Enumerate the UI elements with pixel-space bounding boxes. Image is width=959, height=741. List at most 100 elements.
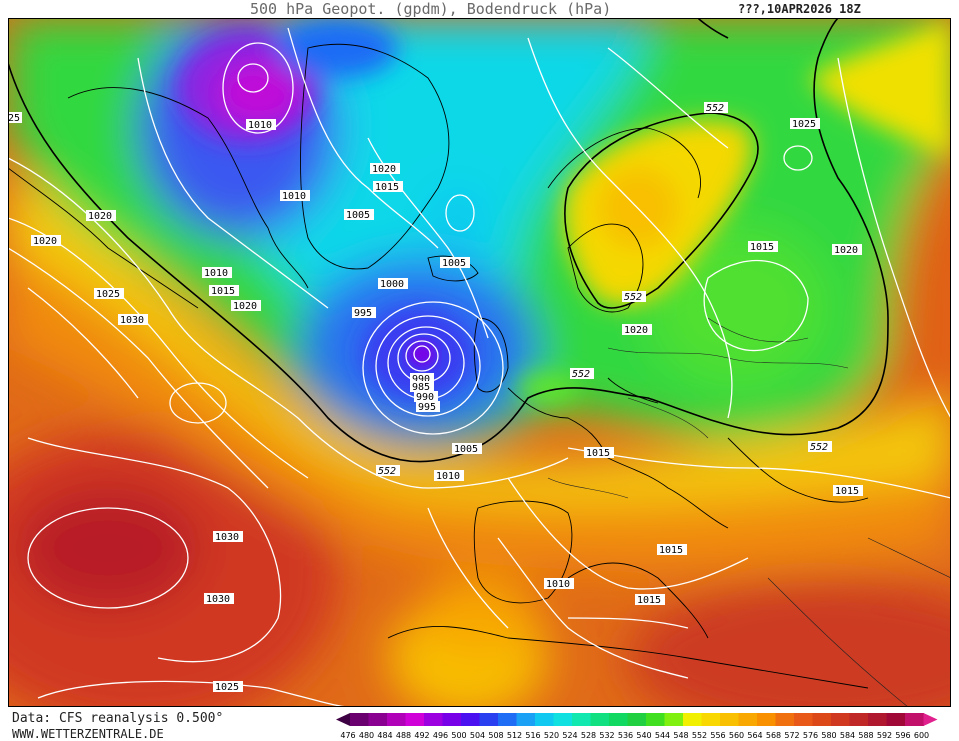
color-scale-tick-label: 600 [914, 731, 929, 740]
color-scale-swatch [627, 713, 647, 726]
isobar-label: 1005 [440, 257, 470, 269]
svg-text:1010: 1010 [546, 579, 570, 590]
isobar-label: 990 [410, 373, 434, 385]
color-scale-swatch [609, 713, 628, 726]
color-scale-labels: 476 480 484 488 492 496 500 504 508 512 516 520 524 5… [340, 731, 929, 740]
color-scale-tick-label: 560 [729, 731, 744, 740]
svg-text:1005: 1005 [442, 258, 466, 269]
color-scale-swatch [646, 713, 665, 726]
color-scale-swatch [664, 713, 684, 726]
isobar-label: 1025 [790, 118, 820, 130]
svg-text:1030: 1030 [215, 532, 239, 543]
svg-text:995: 995 [418, 402, 436, 413]
isobar-label: 1015 [657, 544, 687, 556]
map-frame [8, 18, 951, 707]
isobar-label: 1015 [833, 485, 863, 497]
svg-text:25: 25 [8, 113, 20, 124]
svg-text:1020: 1020 [88, 211, 112, 222]
svg-text:1025: 1025 [96, 289, 120, 300]
svg-text:1020: 1020 [624, 325, 648, 336]
color-scale-swatch [701, 713, 721, 726]
isobar-label: 1010 [202, 267, 232, 279]
color-scale-swatch [461, 713, 480, 726]
svg-text:1015: 1015 [375, 182, 399, 193]
svg-text:1030: 1030 [120, 315, 144, 326]
color-scale-min-arrow [336, 713, 350, 726]
color-scale-tick-label: 572 [784, 731, 799, 740]
color-scale-swatch [905, 713, 924, 726]
color-scale-tick-label: 500 [451, 731, 466, 740]
color-scale-tick-label: 596 [895, 731, 910, 740]
color-scale-tick-label: 544 [655, 731, 670, 740]
isobar-label: 990 [414, 391, 438, 403]
low-center [408, 342, 436, 366]
svg-text:552: 552 [810, 442, 828, 453]
svg-text:1025: 1025 [792, 119, 816, 130]
svg-text:1015: 1015 [637, 595, 661, 606]
color-scale-swatch [368, 713, 388, 726]
contour-552-labels: 552 552 552 552 552 [376, 102, 832, 477]
country-borders [547, 317, 951, 707]
color-scale-tick-label: 532 [599, 731, 614, 740]
svg-text:1030: 1030 [206, 594, 230, 605]
isobar-label: 1020 [622, 324, 652, 336]
isobar-labels: 25 1010 1020 1015 1010 1005 1020 1020 10… [8, 112, 863, 693]
color-scale-swatch [849, 713, 869, 726]
svg-text:552: 552 [572, 369, 590, 380]
isobar-label: 1015 [635, 594, 665, 606]
isobar-label: 1020 [231, 300, 261, 312]
color-scale-swatch [479, 713, 499, 726]
color-scale-tick-label: 480 [359, 731, 374, 740]
color-scale-tick-label: 564 [747, 731, 762, 740]
svg-text:1015: 1015 [659, 545, 683, 556]
map-valid-time: ???,10APR2026 18Z [738, 2, 861, 16]
color-scale-tick-label: 512 [507, 731, 522, 740]
color-scale-swatch [886, 713, 906, 726]
color-scale-swatch [405, 713, 425, 726]
svg-text:1020: 1020 [372, 164, 396, 175]
color-scale-swatch [350, 713, 369, 726]
svg-text:1015: 1015 [586, 448, 610, 459]
map-title: 500 hPa Geopot. (gpdm), Bodendruck (hPa) [250, 0, 612, 18]
color-scale-tick-label: 592 [877, 731, 892, 740]
svg-text:552: 552 [706, 103, 724, 114]
contour-label: 552 [704, 102, 728, 114]
color-scale-tick-label: 516 [525, 731, 540, 740]
color-scale-tick-label: 520 [544, 731, 559, 740]
color-scale-swatch [535, 713, 554, 726]
svg-text:552: 552 [378, 466, 396, 477]
contour-label: 552 [622, 291, 646, 303]
color-scale-tick-label: 588 [858, 731, 873, 740]
svg-text:1020: 1020 [233, 301, 257, 312]
color-scale-tick-label: 476 [340, 731, 355, 740]
isobar-label: 985 [410, 381, 434, 393]
weather-map: 25 1010 1020 1015 1010 1005 1020 1020 10… [8, 18, 951, 707]
isobar-label: 1010 [246, 119, 276, 131]
color-scale-swatch [757, 713, 776, 726]
isobar-label: 1015 [584, 447, 614, 459]
color-scale-tick-label: 492 [414, 731, 429, 740]
color-scale-tick-label: 536 [618, 731, 633, 740]
color-scale-tick-label: 484 [377, 731, 392, 740]
svg-text:1020: 1020 [834, 245, 858, 256]
isobar-label: 1020 [832, 244, 862, 256]
map-canvas: 25 1010 1020 1015 1010 1005 1020 1020 10… [8, 18, 951, 707]
isobar-label: 1025 [94, 288, 124, 300]
isobar-label: 1015 [748, 241, 778, 253]
isobar-label: 1000 [378, 278, 408, 290]
color-scale-swatch [812, 713, 832, 726]
isobar-label: 1010 [434, 470, 464, 482]
color-scale-tick-label: 576 [803, 731, 818, 740]
svg-text:985: 985 [412, 382, 430, 393]
color-scale-tick-label: 552 [692, 731, 707, 740]
color-scale-swatch [794, 713, 813, 726]
color-scale-swatch [868, 713, 887, 726]
color-scale-swatch [720, 713, 739, 726]
color-scale-tick-label: 488 [396, 731, 411, 740]
color-scale-swatch [498, 713, 517, 726]
website-credit: WWW.WETTERZENTRALE.DE [12, 727, 164, 741]
svg-text:1010: 1010 [282, 191, 306, 202]
color-scale-swatch [572, 713, 591, 726]
svg-text:1015: 1015 [835, 486, 859, 497]
contour-label: 552 [376, 465, 400, 477]
